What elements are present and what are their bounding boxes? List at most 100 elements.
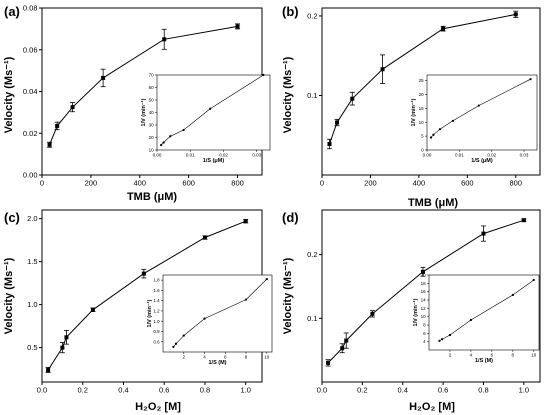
inset-y-tick-label: 18: [421, 281, 427, 286]
inset-data-point: [469, 318, 473, 322]
data-point: [235, 24, 240, 29]
main-y-tick-label: 0.04: [23, 87, 38, 96]
inset-y-tick-label: 12: [421, 306, 427, 311]
y-axis-title: Velocity (Ms⁻¹): [3, 56, 15, 133]
main-x-tick-label: 1.0: [240, 386, 250, 395]
inset-y-tick-label: 4: [423, 339, 426, 344]
x-axis-title: TMB (μM): [408, 197, 458, 209]
inset-x-tick-label: 2: [449, 352, 452, 357]
inset-y-tick-label: 25: [419, 78, 425, 83]
main-y-tick-label: 0.08: [23, 4, 38, 13]
inset-y-tick-label: 16: [421, 289, 427, 294]
inset-y-tick-label: 0.8: [153, 329, 160, 334]
data-point: [47, 142, 52, 147]
data-point: [70, 105, 75, 110]
data-point: [243, 219, 248, 224]
inset-y-tick-label: 10: [419, 120, 425, 125]
inset-y-tick-label: 50: [149, 98, 155, 103]
inset-x-tick-label: 4: [203, 354, 206, 359]
inset-data-point: [172, 345, 175, 348]
inset-y-tick-label: 20: [421, 273, 427, 278]
inset-x-axis-title: 1/S (M): [208, 360, 226, 366]
inset-data-point: [477, 104, 480, 107]
inset-data-point: [244, 298, 248, 301]
inset-frame: [162, 274, 273, 353]
data-point: [64, 335, 69, 340]
inset-data-point: [262, 73, 265, 77]
main-x-tick-label: 0.2: [78, 386, 88, 395]
data-point: [46, 367, 51, 372]
inset-frame: [156, 74, 271, 151]
inset-data-point: [438, 128, 442, 131]
inset-data-point: [265, 278, 268, 281]
data-point: [340, 346, 345, 351]
inset-data-point: [209, 107, 212, 110]
main-x-tick-label: 400: [413, 179, 426, 188]
data-point: [521, 218, 526, 223]
main-y-tick-label: 0.2: [307, 12, 317, 21]
inset-x-tick-label: 8: [245, 354, 248, 359]
main-x-tick-label: 0.8: [200, 386, 210, 395]
main-y-tick-label: 0.5: [27, 343, 37, 352]
inset-y-tick-label: 1.2: [153, 309, 160, 314]
inset-x-tick-label: 0.00: [423, 152, 432, 157]
inset-y-tick-label: 8: [423, 323, 426, 328]
inset-y-tick-label: 1.0: [153, 319, 160, 324]
main-x-tick-label: 0.4: [398, 386, 408, 395]
data-point: [162, 37, 167, 42]
data-point: [513, 12, 518, 17]
data-point: [441, 26, 446, 31]
inset-data-point: [529, 78, 532, 81]
inset-x-tick-label: 8: [512, 352, 515, 357]
main-x-tick-label: 0.0: [317, 386, 327, 395]
main-y-tick-label: 0.02: [23, 129, 38, 138]
main-x-tick-label: 800: [231, 179, 244, 188]
data-point: [326, 360, 331, 365]
inset-data-point: [182, 334, 185, 337]
data-point: [420, 269, 425, 274]
main-y-tick-label: 0.00: [23, 171, 38, 180]
data-point: [101, 75, 106, 80]
data-point: [60, 345, 65, 350]
inset-x-tick-label: 4: [470, 352, 473, 357]
series-line: [49, 25, 238, 145]
inset-x-tick-label: 0.02: [487, 152, 496, 157]
x-axis-title: H₂O₂ [M]: [135, 401, 181, 413]
x-axis-title: H₂O₂ [M]: [409, 401, 455, 413]
inset-y-tick-label: 0.6: [153, 339, 160, 344]
inset-data-point: [203, 317, 206, 320]
panel-a: (a) 0 200 400 600 800 0.00 0.02 0.04 0.06 0.08 TMB …: [3, 4, 271, 203]
inset-plot: 0.00 0.01 0.02 0.03 0 5 10 15 20 25 1/S (μM) 1/V (m…: [410, 74, 538, 164]
main-x-tick-label: 0.2: [357, 386, 367, 395]
data-point: [350, 96, 355, 101]
inset-x-tick-label: 0.01: [186, 152, 195, 157]
inset-data-point: [169, 135, 172, 138]
inset-data-point: [160, 143, 163, 147]
data-point: [344, 338, 349, 343]
inset-plot: 0.00 0.01 0.02 0.03 10 20 30 40 50 60 70 1/S (μM) 1/…: [140, 73, 271, 164]
main-x-tick-label: 1.0: [519, 386, 529, 395]
inset-data-point: [448, 333, 452, 337]
main-y-tick-label: 0.06: [23, 45, 38, 54]
main-x-tick-label: 0.6: [159, 386, 169, 395]
data-point: [481, 231, 486, 236]
inset-y-tick-label: 0: [421, 148, 424, 153]
main-y-tick-label: 1.0: [27, 300, 37, 309]
inset-y-tick-label: 5: [421, 134, 424, 139]
inset-data-point: [440, 338, 444, 341]
data-point: [380, 67, 385, 72]
data-point: [335, 120, 340, 125]
inset-data-point: [429, 136, 433, 139]
main-y-tick-label: 0.1: [307, 314, 317, 323]
panel-label: (a): [4, 4, 20, 19]
main-x-tick-label: 800: [510, 179, 523, 188]
inset-frame: [426, 74, 538, 151]
main-y-tick-label: 2.0: [27, 214, 37, 223]
inset-y-tick-label: 20: [419, 92, 425, 97]
inset-data-point: [162, 141, 165, 144]
inset-y-tick-label: 1.4: [153, 298, 160, 303]
main-x-tick-label: 600: [461, 179, 474, 188]
inset-data-point: [432, 133, 435, 136]
inset-x-tick-label: 6: [224, 354, 227, 359]
